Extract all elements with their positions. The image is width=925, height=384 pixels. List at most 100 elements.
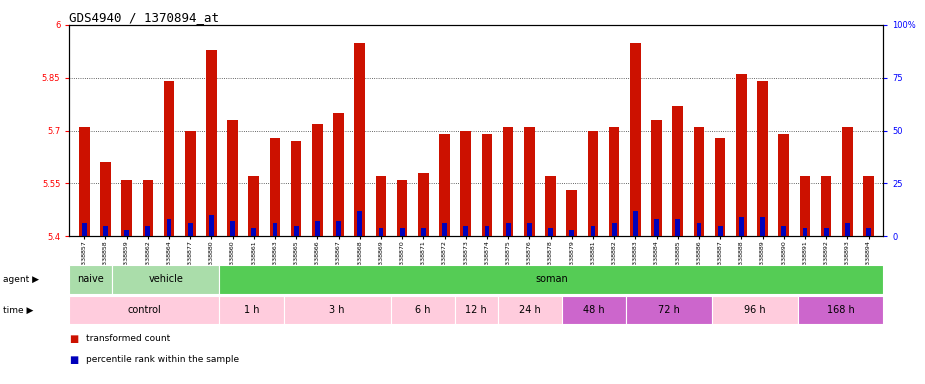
Bar: [164, 81, 174, 236]
Bar: [421, 228, 426, 236]
Bar: [779, 134, 789, 236]
Bar: [439, 134, 450, 236]
Bar: [527, 223, 532, 236]
Bar: [284, 296, 390, 324]
Bar: [672, 106, 683, 236]
Bar: [418, 173, 428, 236]
Text: percentile rank within the sample: percentile rank within the sample: [86, 355, 240, 364]
Bar: [715, 137, 725, 236]
Text: agent ▶: agent ▶: [3, 275, 39, 284]
Bar: [188, 223, 192, 236]
Text: transformed count: transformed count: [86, 334, 170, 343]
Bar: [611, 223, 617, 236]
Bar: [121, 180, 132, 236]
Bar: [69, 296, 219, 324]
Bar: [397, 180, 408, 236]
Text: ■: ■: [69, 334, 79, 344]
Bar: [545, 176, 556, 236]
Bar: [758, 81, 768, 236]
Bar: [455, 296, 498, 324]
Bar: [124, 230, 129, 236]
Bar: [376, 176, 387, 236]
Bar: [718, 226, 722, 236]
Bar: [219, 296, 284, 324]
Bar: [782, 226, 786, 236]
Bar: [400, 228, 404, 236]
Text: 12 h: 12 h: [465, 305, 487, 315]
Bar: [570, 230, 574, 236]
Bar: [863, 176, 874, 236]
Bar: [270, 137, 280, 236]
Bar: [590, 226, 596, 236]
Bar: [609, 127, 620, 236]
Bar: [566, 190, 577, 236]
Bar: [390, 296, 455, 324]
Bar: [654, 219, 659, 236]
Bar: [142, 180, 154, 236]
Bar: [333, 113, 344, 236]
Bar: [820, 176, 832, 236]
Bar: [739, 217, 744, 236]
Bar: [249, 176, 259, 236]
Bar: [252, 228, 256, 236]
Bar: [166, 219, 171, 236]
Bar: [103, 226, 108, 236]
Bar: [378, 228, 383, 236]
Bar: [524, 127, 535, 236]
Bar: [290, 141, 302, 236]
Bar: [185, 131, 195, 236]
Bar: [482, 134, 492, 236]
Bar: [866, 228, 871, 236]
Bar: [562, 296, 626, 324]
Bar: [651, 120, 662, 236]
Bar: [803, 228, 808, 236]
Bar: [230, 222, 235, 236]
Text: vehicle: vehicle: [148, 274, 183, 285]
Text: control: control: [128, 305, 161, 315]
Bar: [824, 228, 829, 236]
Text: GDS4940 / 1370894_at: GDS4940 / 1370894_at: [69, 12, 219, 25]
Bar: [81, 223, 87, 236]
Text: 24 h: 24 h: [519, 305, 541, 315]
Bar: [209, 215, 214, 236]
Text: 168 h: 168 h: [827, 305, 855, 315]
Bar: [315, 222, 320, 236]
Bar: [630, 43, 641, 236]
Bar: [206, 50, 216, 236]
Bar: [675, 219, 680, 236]
Text: time ▶: time ▶: [3, 306, 33, 314]
Bar: [100, 162, 111, 236]
Bar: [845, 223, 850, 236]
Bar: [626, 296, 712, 324]
Bar: [79, 127, 90, 236]
Bar: [145, 226, 150, 236]
Bar: [336, 222, 341, 236]
Bar: [273, 223, 278, 236]
Bar: [112, 265, 219, 294]
Bar: [463, 226, 468, 236]
Bar: [549, 228, 553, 236]
Text: 96 h: 96 h: [744, 305, 766, 315]
Text: 1 h: 1 h: [243, 305, 259, 315]
Bar: [354, 43, 365, 236]
Bar: [797, 296, 883, 324]
Bar: [485, 226, 489, 236]
Text: soman: soman: [535, 274, 568, 285]
Bar: [712, 296, 797, 324]
Bar: [799, 176, 810, 236]
Text: 6 h: 6 h: [415, 305, 430, 315]
Bar: [760, 217, 765, 236]
Bar: [694, 127, 704, 236]
Bar: [633, 211, 637, 236]
Bar: [736, 74, 746, 236]
Bar: [312, 124, 323, 236]
Text: 72 h: 72 h: [659, 305, 680, 315]
Bar: [461, 131, 471, 236]
Text: 48 h: 48 h: [584, 305, 605, 315]
Bar: [498, 296, 562, 324]
Text: naive: naive: [78, 274, 105, 285]
Bar: [228, 120, 238, 236]
Bar: [357, 211, 363, 236]
Bar: [503, 127, 513, 236]
Bar: [294, 226, 299, 236]
